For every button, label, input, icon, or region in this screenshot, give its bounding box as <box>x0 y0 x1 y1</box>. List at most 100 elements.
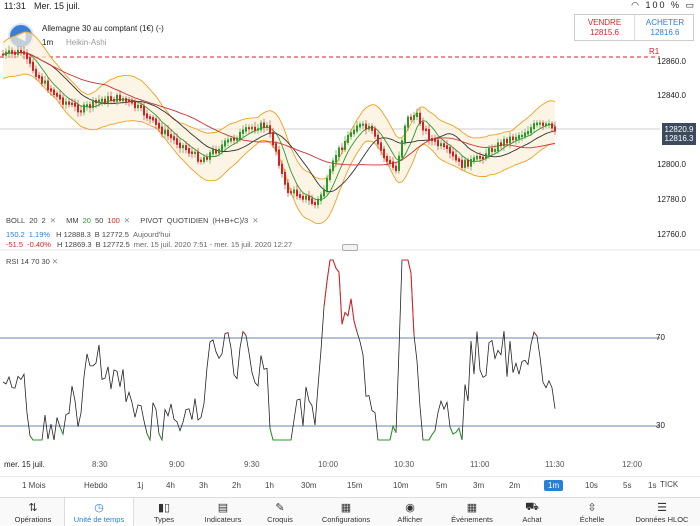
tool-operations[interactable]: ⇅ Opérations <box>8 498 58 526</box>
tool-configurations[interactable]: ▦ Configurations <box>316 498 376 526</box>
candle-body <box>44 80 46 84</box>
tool-display[interactable]: ◉ Afficher <box>390 498 430 526</box>
status-bar: 11:31 Mer. 15 juil. ◠ 100 % ▭ <box>0 0 700 12</box>
range-tick[interactable]: TICK <box>660 480 679 489</box>
candle-body <box>158 122 160 129</box>
pivot-close-icon[interactable]: ✕ <box>252 216 259 225</box>
range-5s[interactable]: 5s <box>623 481 632 490</box>
candle-body <box>374 128 376 137</box>
candle-body <box>548 123 550 126</box>
boll-name[interactable]: BOLL <box>6 216 26 225</box>
rsi-oversold-seg <box>452 431 457 435</box>
tool-indicators[interactable]: ▤ Indicateurs <box>198 498 248 526</box>
tool-types[interactable]: ▮▯ Types <box>142 498 186 526</box>
candle-body <box>215 149 217 154</box>
current-price-value: 12820.9 <box>664 125 694 134</box>
candle-body <box>278 149 280 166</box>
candle-body <box>329 169 331 181</box>
rsi-close-icon[interactable]: ✕ <box>51 257 59 266</box>
candle-body <box>545 123 547 126</box>
rsi-overbought-seg <box>224 332 229 335</box>
candle-body <box>287 182 289 194</box>
time-label-1200: 12:00 <box>622 460 643 469</box>
candle-body <box>281 163 283 175</box>
candle-body <box>389 159 391 164</box>
sell-button[interactable]: VENDRE 12815.6 <box>575 15 635 40</box>
candle-body <box>512 136 514 141</box>
tool-time-unit[interactable]: ◷ Unité de temps <box>64 498 134 526</box>
boll-upper <box>2 31 556 180</box>
pencil-icon: ✎ <box>275 502 285 514</box>
range-2m[interactable]: 2m <box>509 481 521 490</box>
candle-body <box>500 142 502 147</box>
candle-body <box>551 123 553 129</box>
range-10s[interactable]: 10s <box>585 481 598 490</box>
tool-hloc-data[interactable]: ☰ Données HLOC <box>630 498 694 526</box>
range-3h[interactable]: 3h <box>199 481 208 490</box>
pivot-name[interactable]: PIVOT <box>140 216 163 225</box>
candle-body <box>116 94 118 102</box>
range-1m[interactable]: 1m <box>544 480 564 491</box>
candle-body <box>143 106 145 116</box>
candle-body <box>401 140 403 158</box>
candle-body <box>260 122 262 131</box>
candle-body <box>59 94 61 100</box>
candle-body <box>185 145 187 151</box>
candle-body <box>464 159 466 168</box>
candle-body <box>248 127 250 130</box>
range-hebdo[interactable]: Hebdo <box>84 481 108 490</box>
rsi-oversold-seg <box>389 426 394 441</box>
rsi-oversold-seg <box>392 426 397 433</box>
pane-resize-handle[interactable] <box>342 244 358 251</box>
timeframe-label: 1m <box>42 38 54 47</box>
buy-button[interactable]: ACHETER 12816.6 <box>635 15 695 40</box>
instrument-title: Allemagne 30 au comptant (1€) (-) <box>42 24 164 33</box>
buy-value: 12816.6 <box>650 28 680 37</box>
range-1h[interactable]: 1h <box>265 481 274 490</box>
boll-close-icon[interactable]: ✕ <box>49 216 56 225</box>
tool-scale[interactable]: ⇳ Échelle <box>572 498 612 526</box>
range-1-mois[interactable]: 1 Mois <box>22 481 46 490</box>
range-2h[interactable]: 2h <box>232 481 241 490</box>
tool-sketch[interactable]: ✎ Croquis <box>258 498 302 526</box>
candle-body <box>467 159 469 167</box>
wifi-icon: ◠ <box>631 0 641 10</box>
candle-body <box>20 49 22 54</box>
candle-body <box>356 125 358 132</box>
range-10m[interactable]: 10m <box>393 481 409 490</box>
time-label-1100: 11:00 <box>470 460 490 469</box>
candle-body <box>29 57 31 64</box>
candle-body <box>386 156 388 162</box>
candle-body <box>38 74 40 79</box>
candle-body <box>422 121 424 131</box>
candle-body <box>83 104 85 113</box>
candle-body <box>353 129 355 135</box>
status-date: Mer. 15 juil. <box>34 1 81 11</box>
candle-body <box>32 61 34 71</box>
tool-buy[interactable]: ⛟ Achat <box>514 498 550 526</box>
candle-body <box>2 53 4 56</box>
candle-body <box>365 123 367 130</box>
candle-body <box>290 191 292 194</box>
bollinger-band-fill <box>3 31 555 224</box>
candle-body <box>122 98 124 102</box>
rsi-overbought-seg <box>533 331 538 337</box>
price-label-12780: 12780.0 <box>657 195 686 204</box>
time-label-1130: 11:30 <box>545 460 565 469</box>
range-4h[interactable]: 4h <box>166 481 175 490</box>
range-15m[interactable]: 15m <box>347 481 363 490</box>
mm-name[interactable]: MM <box>66 216 79 225</box>
range-5m[interactable]: 5m <box>436 481 448 490</box>
range-1j[interactable]: 1j <box>137 481 144 490</box>
candle-body <box>197 151 199 162</box>
tool-events[interactable]: ▦ Événements <box>444 498 500 526</box>
mm-close-icon[interactable]: ✕ <box>123 216 131 225</box>
range-3m[interactable]: 3m <box>473 481 485 490</box>
rsi-overbought-seg <box>353 320 358 333</box>
candle-body <box>47 80 49 91</box>
candle-body <box>338 147 340 158</box>
battery-icon: ▭ <box>685 0 696 10</box>
range-1s[interactable]: 1s <box>648 481 657 490</box>
range-30m[interactable]: 30m <box>301 481 317 490</box>
